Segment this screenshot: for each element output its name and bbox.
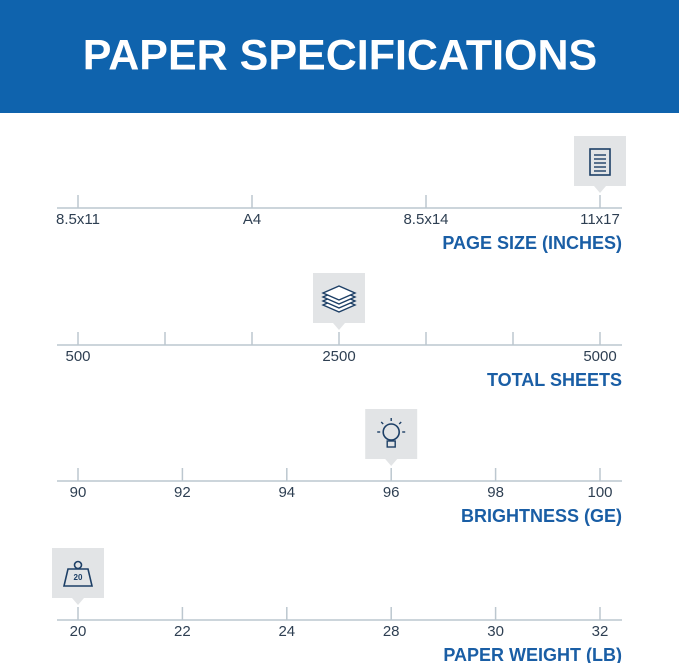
scale-label: TOTAL SHEETS — [487, 370, 622, 390]
marker-box — [574, 136, 626, 186]
marker-pointer — [72, 598, 84, 605]
icon-part — [382, 423, 401, 441]
tick-label: 500 — [65, 348, 90, 365]
marker-pointer — [333, 323, 345, 330]
icon-part — [62, 568, 94, 587]
marker-box — [365, 409, 418, 459]
icon-part: 20 — [74, 573, 83, 582]
marker — [313, 273, 365, 330]
title: PAPER SPECIFICATIONS — [83, 31, 597, 79]
tick-label: 90 — [70, 484, 87, 501]
tick-label: 92 — [174, 484, 191, 501]
marker — [365, 409, 418, 466]
tick-label: 94 — [278, 484, 295, 501]
tick-label: 24 — [278, 623, 295, 640]
marker-pointer — [594, 186, 606, 193]
tick-label: 5000 — [583, 348, 616, 365]
marker: 20 — [52, 548, 104, 605]
tick-label: 28 — [383, 623, 400, 640]
scale-label: PAGE SIZE (INCHES) — [442, 233, 622, 253]
icon-part — [386, 440, 396, 448]
tick-label: 32 — [592, 623, 609, 640]
tick-label: 2500 — [322, 348, 355, 365]
tick-label: 11x17 — [580, 211, 620, 228]
tick-label: 98 — [487, 484, 504, 501]
tick-label: 96 — [383, 484, 400, 501]
icon-part — [380, 421, 384, 425]
tick-label: 8.5x14 — [403, 211, 448, 228]
icon-part — [398, 421, 402, 425]
header-band — [0, 0, 679, 113]
marker-pointer — [385, 459, 398, 466]
marker — [574, 136, 626, 193]
scale-label: PAPER WEIGHT (LB) — [443, 645, 622, 663]
icon-part — [321, 285, 357, 301]
tick-label: 22 — [174, 623, 191, 640]
tick-label: 8.5x11 — [56, 211, 100, 228]
tick-label: 20 — [70, 623, 87, 640]
tick-label: A4 — [243, 211, 261, 228]
icon-part — [589, 148, 611, 176]
tick-label: 30 — [487, 623, 504, 640]
marker-box — [52, 548, 104, 598]
tick-label: 100 — [587, 484, 612, 501]
scale-label: BRIGHTNESS (GE) — [461, 506, 622, 526]
